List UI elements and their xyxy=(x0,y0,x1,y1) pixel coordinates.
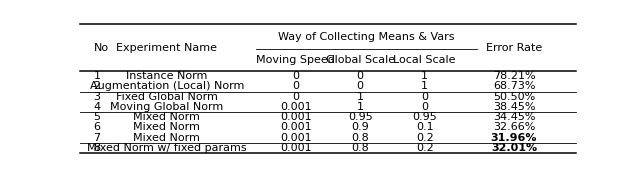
Text: 0: 0 xyxy=(292,92,300,102)
Text: 78.21%: 78.21% xyxy=(493,71,535,81)
Text: 1: 1 xyxy=(356,92,364,102)
Text: 0.001: 0.001 xyxy=(280,143,312,153)
Text: 0: 0 xyxy=(421,102,428,112)
Text: Instance Norm: Instance Norm xyxy=(126,71,207,81)
Text: Global Scale: Global Scale xyxy=(326,55,395,65)
Text: 0.001: 0.001 xyxy=(280,102,312,112)
Text: Local Scale: Local Scale xyxy=(394,55,456,65)
Text: 0.1: 0.1 xyxy=(416,122,433,132)
Text: 0.001: 0.001 xyxy=(280,133,312,143)
Text: 0.001: 0.001 xyxy=(280,112,312,122)
Text: 6: 6 xyxy=(93,122,100,132)
Text: Error Rate: Error Rate xyxy=(486,43,542,53)
Text: 0.9: 0.9 xyxy=(351,122,369,132)
Text: 0.2: 0.2 xyxy=(416,133,433,143)
Text: 7: 7 xyxy=(93,133,100,143)
Text: 2: 2 xyxy=(93,81,100,92)
Text: 38.45%: 38.45% xyxy=(493,102,535,112)
Text: 1: 1 xyxy=(421,81,428,92)
Text: 8: 8 xyxy=(93,143,100,153)
Text: 68.73%: 68.73% xyxy=(493,81,535,92)
Text: 50.50%: 50.50% xyxy=(493,92,535,102)
Text: 34.45%: 34.45% xyxy=(493,112,535,122)
Text: 1: 1 xyxy=(356,102,364,112)
Text: 3: 3 xyxy=(93,92,100,102)
Text: 0.95: 0.95 xyxy=(412,112,437,122)
Text: Mixed Norm w/ fixed params: Mixed Norm w/ fixed params xyxy=(87,143,246,153)
Text: Experiment Name: Experiment Name xyxy=(116,43,218,53)
Text: 0: 0 xyxy=(356,71,364,81)
Text: 0.2: 0.2 xyxy=(416,143,433,153)
Text: No: No xyxy=(93,43,109,53)
Text: 0: 0 xyxy=(421,92,428,102)
Text: Moving Global Norm: Moving Global Norm xyxy=(110,102,223,112)
Text: 0.8: 0.8 xyxy=(351,133,369,143)
Text: 1: 1 xyxy=(421,71,428,81)
Text: 0.8: 0.8 xyxy=(351,143,369,153)
Text: Fixed Global Norm: Fixed Global Norm xyxy=(116,92,218,102)
Text: Augmentation (Local) Norm: Augmentation (Local) Norm xyxy=(90,81,244,92)
Text: 0: 0 xyxy=(356,81,364,92)
Text: Mixed Norm: Mixed Norm xyxy=(133,133,200,143)
Text: 0.95: 0.95 xyxy=(348,112,372,122)
Text: 31.96%: 31.96% xyxy=(491,133,537,143)
Text: Mixed Norm: Mixed Norm xyxy=(133,112,200,122)
Text: 0: 0 xyxy=(292,81,300,92)
Text: 32.66%: 32.66% xyxy=(493,122,535,132)
Text: Mixed Norm: Mixed Norm xyxy=(133,122,200,132)
Text: 5: 5 xyxy=(93,112,100,122)
Text: 0.001: 0.001 xyxy=(280,122,312,132)
Text: Way of Collecting Means & Vars: Way of Collecting Means & Vars xyxy=(278,32,454,42)
Text: Moving Speed: Moving Speed xyxy=(257,55,335,65)
Text: 1: 1 xyxy=(93,71,100,81)
Text: 4: 4 xyxy=(93,102,100,112)
Text: 0: 0 xyxy=(292,71,300,81)
Text: 32.01%: 32.01% xyxy=(491,143,537,153)
